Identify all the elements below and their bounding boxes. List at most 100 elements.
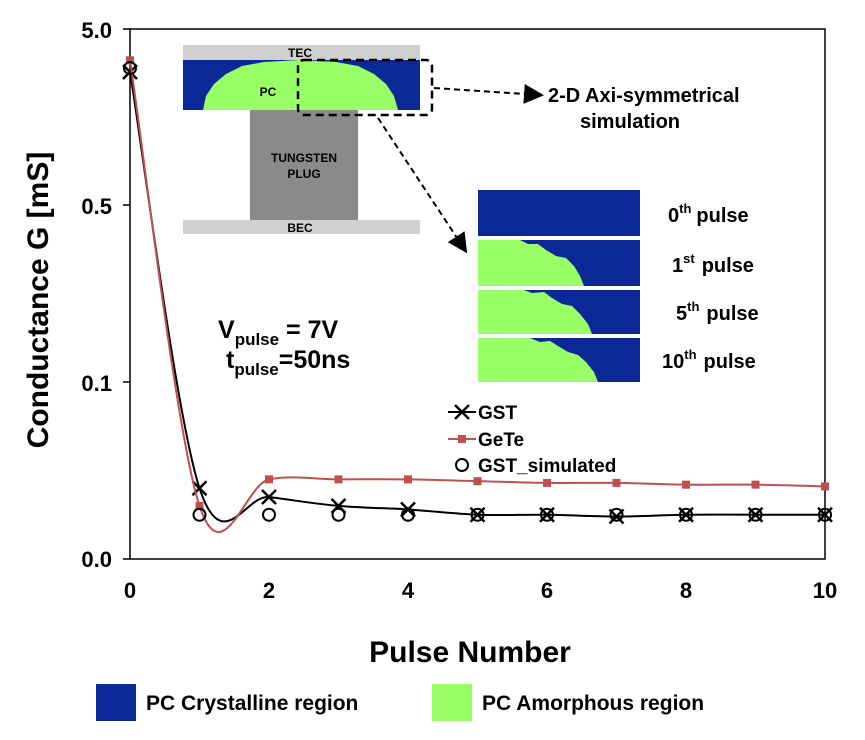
panel-amorphous xyxy=(478,338,598,382)
pulse-word: pulse xyxy=(704,351,756,373)
data-point-gete xyxy=(404,475,412,484)
plot-area-frame xyxy=(129,28,826,560)
bec-layer xyxy=(183,220,420,234)
data-point-gete xyxy=(751,480,760,489)
data-point-gst_simulated xyxy=(331,507,346,522)
x-tick-label: 2 xyxy=(263,578,275,603)
simulation-label-line1: 2-D Axi-symmetrical xyxy=(548,85,740,107)
data-point-gst_simulated xyxy=(262,507,276,522)
data-point-gete xyxy=(821,482,829,491)
y-tick-label: 0.0 xyxy=(81,547,112,572)
data-point-gete xyxy=(543,478,551,487)
pulse-ordinal: th xyxy=(687,299,699,314)
legend-gst-label: GST xyxy=(478,403,517,424)
y-tick-label: 0.5 xyxy=(81,194,112,219)
data-point-gst_simulated xyxy=(123,61,137,76)
x-tick-label: 8 xyxy=(680,578,692,603)
pulse-panel-label: 1st pulse xyxy=(672,251,754,277)
y-axis: 5.0 0.5 0.1 0.0 xyxy=(81,18,130,572)
region-legend: PC Crystalline region PC Amorphous regio… xyxy=(96,684,704,721)
y-tick-label: 5.0 xyxy=(81,18,112,43)
tec-label: TEC xyxy=(288,46,312,60)
data-point-gete xyxy=(195,501,204,510)
data-point-gete xyxy=(265,475,273,484)
data-point-gst_simulated xyxy=(609,507,624,522)
simulation-label-line2: simulation xyxy=(580,111,680,133)
pulse-panel: 5th pulse xyxy=(478,290,759,334)
t-value: =50ns xyxy=(279,346,351,374)
x-tick-label: 0 xyxy=(124,578,136,603)
legend-gst-marker xyxy=(454,404,470,420)
data-point-gst_simulated xyxy=(679,507,693,522)
pulse-word: pulse xyxy=(702,255,754,277)
t-sub: pulse xyxy=(234,360,278,379)
pulse-panel: 0th pulse xyxy=(478,190,749,236)
pulse-panel-label: 10th pulse xyxy=(662,347,756,373)
legend-gete-marker xyxy=(458,435,466,443)
data-point-gst_simulated xyxy=(748,507,763,522)
data-point-gete xyxy=(334,475,343,484)
pulse-panel-label: 0th pulse xyxy=(668,201,749,227)
data-point-gst_simulated xyxy=(401,507,415,522)
arrow-to-panels xyxy=(377,117,468,254)
pulse-panel-label: 5th pulse xyxy=(676,299,759,325)
pulse-panels: 0th pulse 1st pulse 5th pulse 10th pulse xyxy=(478,190,759,382)
tpulse-annotation: tpulse=50ns xyxy=(226,346,350,379)
panel-amorphous xyxy=(478,290,592,334)
data-point-gete xyxy=(126,56,134,65)
y-axis-title: Conductance G [mS] xyxy=(22,152,55,449)
series-legend: GST GeTe GST_simulated xyxy=(448,403,616,477)
pulse-panel: 10th pulse xyxy=(478,338,756,382)
series-layer xyxy=(122,56,833,533)
data-point-gst xyxy=(122,64,138,80)
panel-amorphous xyxy=(478,240,584,286)
pulse-word: pulse xyxy=(706,303,758,325)
pc-label: PC xyxy=(260,85,277,99)
legend-gete-label: GeTe xyxy=(478,430,524,451)
amorphous-swatch xyxy=(432,684,472,721)
pulse-number: 10 xyxy=(662,351,684,373)
crystalline-swatch xyxy=(96,684,136,721)
data-point-gst_simulated xyxy=(470,507,485,522)
data-point-gete xyxy=(612,478,621,487)
v-main: V xyxy=(218,316,235,344)
v-sub: pulse xyxy=(235,330,279,349)
pulse-ordinal: th xyxy=(679,201,691,216)
t-main: t xyxy=(226,346,235,374)
x-axis: 0 2 4 6 8 10 xyxy=(124,578,837,603)
x-tick-label: 4 xyxy=(402,578,415,603)
tungsten-plug xyxy=(250,110,358,220)
pulse-panel: 1st pulse xyxy=(478,240,754,286)
pulse-ordinal: st xyxy=(683,251,695,266)
x-tick-label: 6 xyxy=(541,578,553,603)
tec-layer xyxy=(183,45,420,60)
pc-amorphous-dome xyxy=(203,60,398,110)
series-line-gst xyxy=(129,71,825,523)
y-tick-label: 0.1 xyxy=(81,371,112,396)
plug-label-line1: TUNGSTEN xyxy=(271,151,337,165)
v-value: = 7V xyxy=(279,316,338,344)
amorphous-legend-label: PC Amorphous region xyxy=(482,692,704,715)
crystalline-legend-label: PC Crystalline region xyxy=(146,692,358,715)
panel-crystalline xyxy=(478,190,640,236)
vpulse-annotation: Vpulse = 7V xyxy=(218,316,338,349)
data-point-gst_simulated xyxy=(818,507,832,522)
pulse-word: pulse xyxy=(696,205,748,227)
pulse-ordinal: th xyxy=(684,347,696,362)
x-axis-title: Pulse Number xyxy=(369,636,571,669)
pulse-number: 0 xyxy=(668,205,679,227)
legend-gstsim-marker xyxy=(455,458,469,472)
x-tick-label: 10 xyxy=(813,578,837,603)
pulse-number: 5 xyxy=(676,303,687,325)
bec-label: BEC xyxy=(287,221,313,235)
plug-label-line2: PLUG xyxy=(287,167,320,181)
pulse-number: 1 xyxy=(672,255,683,277)
data-point-gst xyxy=(261,489,277,505)
data-point-gete xyxy=(682,480,690,489)
device-inset: TEC PC TUNGSTEN PLUG BEC xyxy=(183,45,434,235)
arrow-to-label xyxy=(433,83,544,104)
legend-gstsim-label: GST_simulated xyxy=(478,456,616,477)
data-point-gete xyxy=(473,477,482,486)
data-point-gst_simulated xyxy=(192,507,207,522)
